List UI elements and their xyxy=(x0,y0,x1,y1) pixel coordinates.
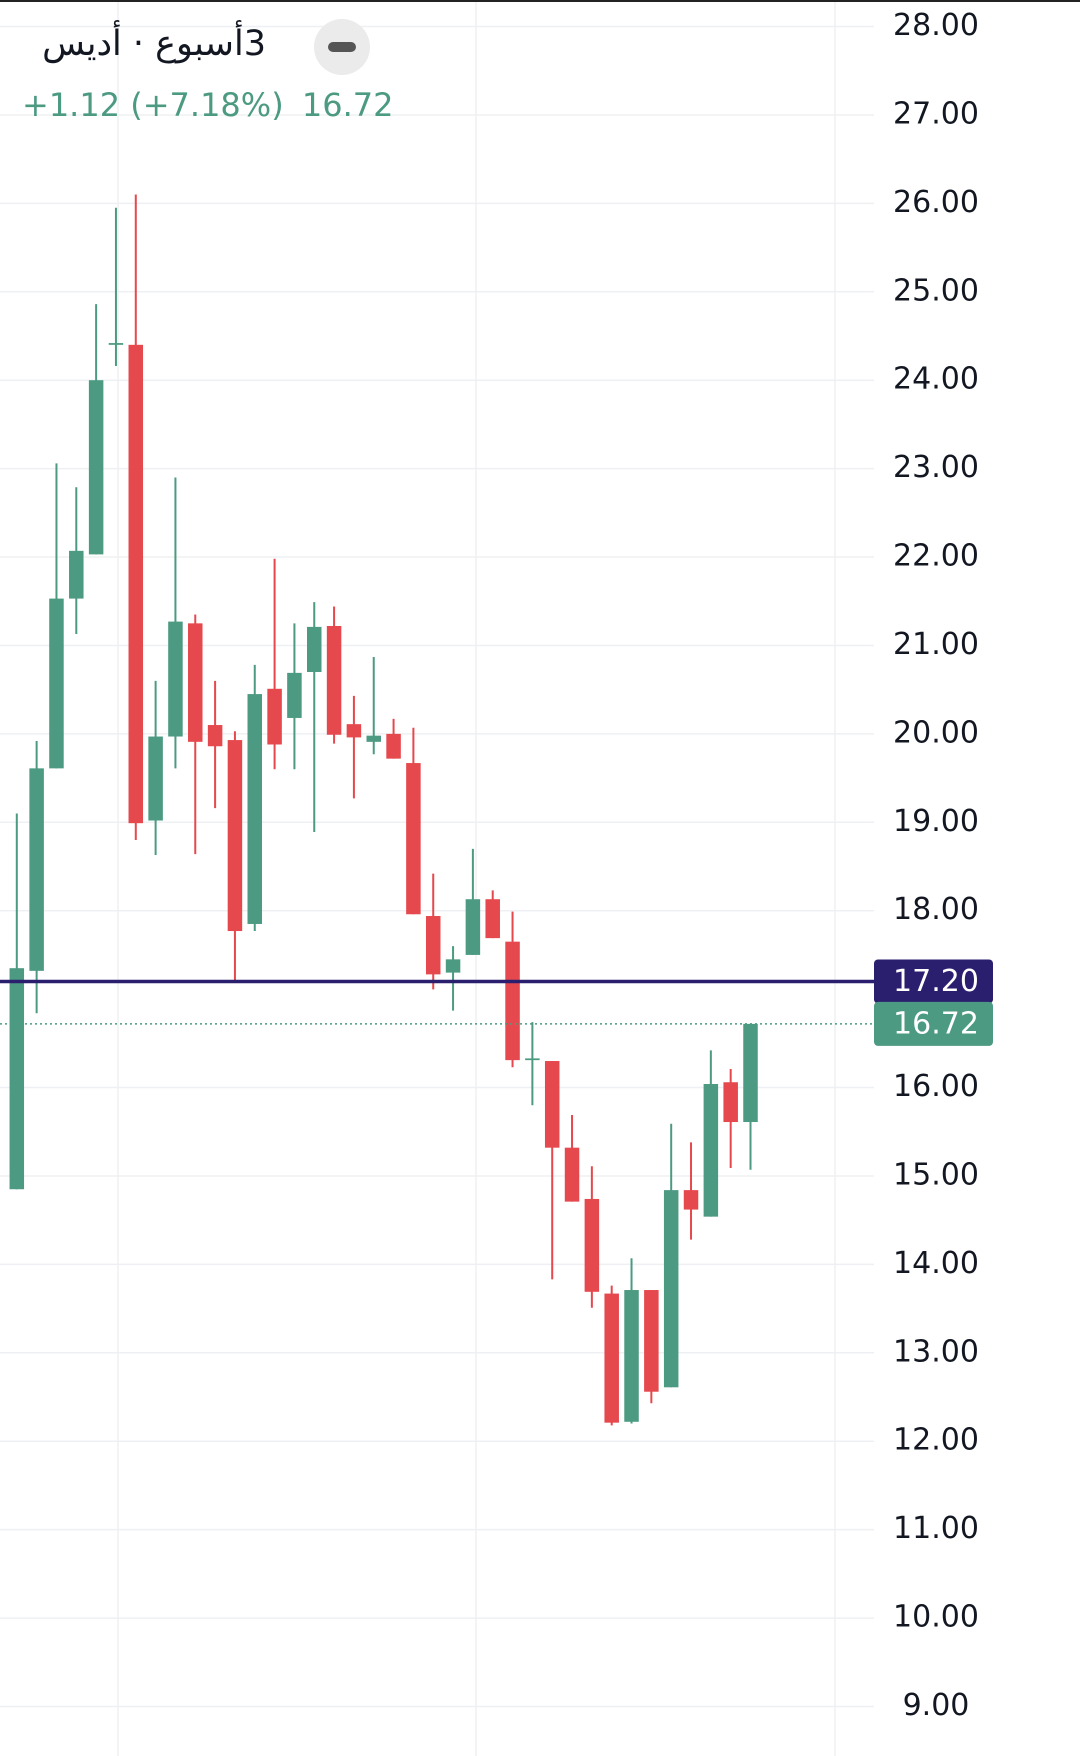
candle-body xyxy=(584,1198,600,1292)
price-lines: 17.20 16.72 xyxy=(0,959,993,1046)
y-tick-label: 16.00 xyxy=(893,1069,979,1104)
candle-body xyxy=(406,763,421,915)
y-tick-label: 27.00 xyxy=(893,96,979,131)
candle-body xyxy=(247,694,263,924)
candle-body xyxy=(644,1290,659,1392)
y-tick-label: 23.00 xyxy=(893,450,979,485)
candle-body xyxy=(445,959,461,973)
candle-body xyxy=(88,380,104,555)
candle-body xyxy=(346,724,362,738)
candle-body xyxy=(287,672,302,718)
y-tick-label: 26.00 xyxy=(893,185,979,220)
y-tick-label: 9.00 xyxy=(903,1688,970,1723)
price-line-tag xyxy=(874,959,993,1004)
y-tick-label: 25.00 xyxy=(893,273,979,308)
candle-body xyxy=(703,1084,719,1217)
candle-body xyxy=(386,733,401,759)
y-tick-label: 13.00 xyxy=(893,1334,979,1369)
change: +1.12 xyxy=(22,86,121,124)
candle-body xyxy=(544,1061,560,1148)
candle-body xyxy=(307,626,322,672)
candle-body xyxy=(683,1190,699,1210)
candle-body xyxy=(366,735,381,742)
y-tick-label: 22.00 xyxy=(893,539,979,574)
candle-body xyxy=(525,1058,540,1061)
symbol-title: 3أسبوع · أديس xyxy=(42,24,266,64)
y-tick-label: 11.00 xyxy=(893,1511,979,1546)
y-tick-label: 12.00 xyxy=(893,1423,979,1458)
change-percent: (+7.18%) xyxy=(130,86,284,124)
y-tick-label: 28.00 xyxy=(893,8,979,43)
candle-body xyxy=(9,968,25,1190)
candle-body xyxy=(29,768,44,971)
y-tick-label: 24.00 xyxy=(893,362,979,397)
candle-body xyxy=(108,343,124,345)
candle-body xyxy=(227,740,243,932)
candle-body xyxy=(267,688,282,745)
last-price-tag xyxy=(874,1001,993,1046)
y-tick-label: 20.00 xyxy=(893,715,979,750)
candle-body xyxy=(188,623,203,742)
candle-body xyxy=(505,941,520,1061)
y-tick-label: 18.00 xyxy=(893,892,979,927)
candle-body xyxy=(128,344,144,824)
candle-body xyxy=(69,550,84,599)
y-tick-label: 10.00 xyxy=(893,1600,979,1635)
candle-body xyxy=(723,1082,738,1123)
y-tick-label: 14.00 xyxy=(893,1246,979,1281)
candles xyxy=(9,194,758,1426)
last-price: 16.72 xyxy=(301,86,394,124)
candle-body xyxy=(326,626,342,735)
candle-body xyxy=(663,1190,679,1388)
candle-body xyxy=(207,725,223,747)
candle-body xyxy=(485,899,500,939)
collapse-icon xyxy=(328,42,356,52)
grid xyxy=(0,0,874,1756)
candle-body xyxy=(49,598,64,769)
y-tick-label: 15.00 xyxy=(893,1157,979,1192)
y-tick-label: 19.00 xyxy=(893,804,979,839)
candle-body xyxy=(624,1290,639,1422)
candle-body xyxy=(564,1147,580,1202)
last-price-label: 16.72 xyxy=(893,1006,979,1041)
candle-body xyxy=(604,1293,619,1423)
candle-body xyxy=(148,736,163,821)
candle-body xyxy=(743,1023,758,1123)
y-tick-label: 21.00 xyxy=(893,627,979,662)
candle-body xyxy=(168,621,183,737)
candle-body xyxy=(425,916,441,975)
candle-body xyxy=(465,899,481,955)
price-change-row: +1.12 (+7.18%) 16.72 xyxy=(22,86,393,124)
price-line-label: 17.20 xyxy=(893,964,979,999)
